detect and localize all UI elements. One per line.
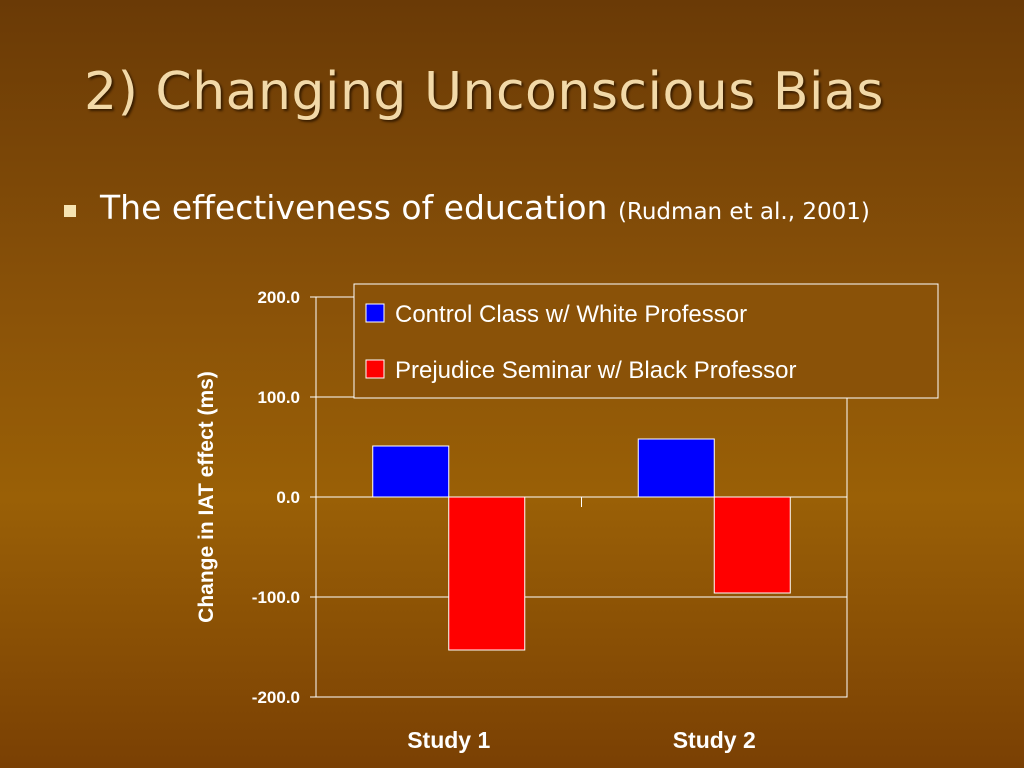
x-category-label: Study 2	[673, 727, 756, 753]
bar-control-study-1	[372, 445, 450, 498]
slide-title: 2) Changing Unconscious Bias	[84, 62, 884, 122]
legend-box	[353, 283, 939, 399]
bars	[372, 438, 791, 651]
x-category-label: Study 1	[407, 727, 490, 753]
y-axis: 200.0 100.0 0.0 -100.0 -200.0	[252, 288, 316, 707]
y-tick-label: -100.0	[252, 588, 300, 607]
bullet-square-icon	[64, 205, 76, 217]
y-tick-label: 100.0	[257, 388, 300, 407]
y-tick-label: -200.0	[252, 688, 300, 707]
bar-control-study-2	[637, 438, 715, 498]
bar-seminar-study-2	[713, 496, 791, 594]
legend-label: Prejudice Seminar w/ Black Professor	[395, 357, 796, 384]
y-axis-label: Change in IAT effect (ms)	[195, 371, 218, 623]
legend-swatch	[365, 303, 385, 323]
bar-seminar-study-1	[448, 496, 526, 651]
legend: Control Class w/ White Professor Prejudic…	[353, 283, 939, 399]
legend-label: Control Class w/ White Professor	[395, 301, 747, 328]
citation: (Rudman et al., 2001)	[617, 199, 870, 225]
y-tick-label: 0.0	[276, 488, 300, 507]
bullet-text: The effectiveness of education	[100, 188, 608, 227]
bullet-point: The effectiveness of education (Rudman e…	[100, 188, 870, 227]
y-tick-label: 200.0	[257, 288, 300, 307]
legend-swatch	[365, 359, 385, 379]
x-axis: Study 1 Study 2	[407, 497, 756, 753]
